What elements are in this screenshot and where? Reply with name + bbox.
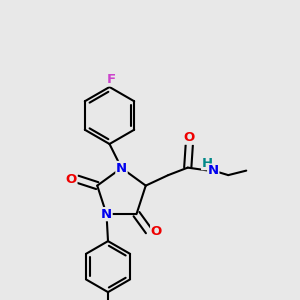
- Text: H: H: [202, 157, 213, 169]
- Text: N: N: [101, 208, 112, 220]
- Text: F: F: [106, 73, 116, 86]
- Text: O: O: [66, 172, 77, 186]
- Text: O: O: [184, 131, 195, 144]
- Text: N: N: [116, 161, 127, 175]
- Text: N: N: [208, 164, 219, 177]
- Text: O: O: [151, 225, 162, 238]
